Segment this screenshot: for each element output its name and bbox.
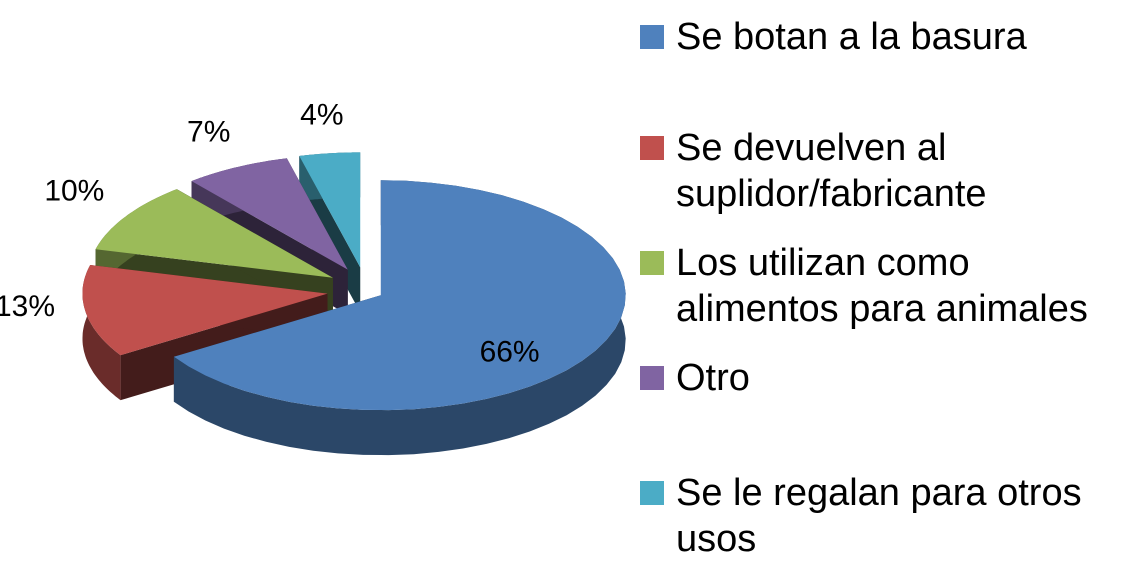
legend-label: Los utilizan como alimentos para animale… (676, 242, 1088, 330)
slice (82, 265, 328, 356)
legend-item: Se devuelven al suplidor/fabricante (640, 125, 1130, 217)
legend-item: Se botan a la basura (640, 14, 1130, 60)
slice (299, 152, 361, 268)
data-label: 4% (300, 99, 343, 132)
data-label: 13% (0, 290, 55, 323)
legend-label: Se devuelven al suplidor/fabricante (676, 127, 987, 215)
legend-swatch (640, 25, 664, 49)
data-label: 10% (44, 175, 104, 208)
slice-side (82, 265, 121, 401)
slice (191, 158, 348, 270)
data-label: 66% (480, 335, 540, 368)
pie-area: 66% 13% 10% 7% 4% (0, 99, 626, 456)
legend-swatch (640, 251, 664, 275)
legend-item: Los utilizan como alimentos para animale… (640, 240, 1130, 332)
legend-item: Otro (640, 355, 1130, 401)
data-label: 7% (187, 116, 230, 149)
slice (173, 180, 626, 411)
legend-swatch (640, 366, 664, 390)
legend-item: Se le regalan para otros usos (640, 470, 1130, 562)
legend-label: Se le regalan para otros usos (676, 472, 1082, 560)
legend-label: Se botan a la basura (676, 16, 1027, 58)
slice (95, 189, 333, 278)
legend-label: Otro (676, 357, 750, 399)
legend-swatch (640, 136, 664, 160)
legend-swatch (640, 481, 664, 505)
